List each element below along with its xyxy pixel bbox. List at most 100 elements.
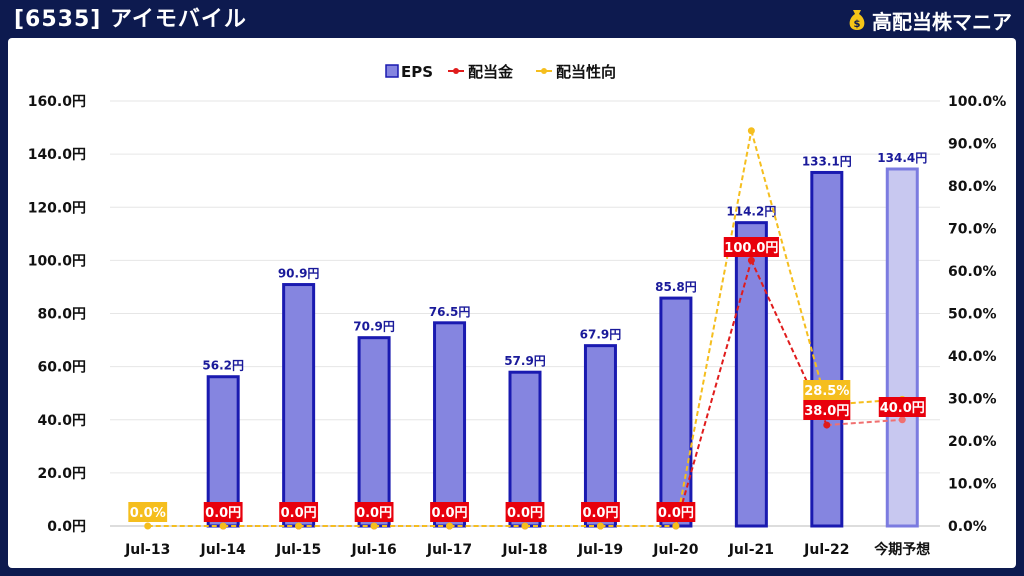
- svg-text:$: $: [854, 19, 861, 30]
- payout-data-label: 28.5%: [804, 384, 849, 399]
- dividend-line-segment: [750, 259, 828, 426]
- right-tick-label: 20.0%: [948, 434, 997, 450]
- legend-label-dividend: 配当金: [468, 63, 514, 81]
- x-tick-label: Jul-13: [124, 542, 170, 558]
- payout-point: [521, 522, 529, 530]
- payout-point: [446, 522, 454, 530]
- eps-data-label: 67.9円: [580, 328, 622, 342]
- payout-point: [747, 127, 755, 135]
- x-tick-label: Jul-20: [652, 542, 699, 558]
- dividend-label-box: [354, 502, 394, 522]
- dividend-data-label: 100.0円: [724, 241, 778, 256]
- payout-label-box: [128, 502, 168, 522]
- dividend-point: [747, 256, 755, 264]
- eps-data-label: 70.9円: [353, 320, 395, 334]
- payout-point: [144, 522, 152, 530]
- right-tick-label: 100.0%: [948, 94, 1006, 110]
- money-bag-icon: $: [849, 10, 865, 30]
- left-tick-label: 60.0円: [37, 360, 86, 376]
- payout-point: [370, 522, 378, 530]
- eps-data-label: 57.9円: [504, 354, 546, 368]
- left-tick-label: 40.0円: [37, 413, 86, 429]
- right-tick-label: 70.0%: [948, 222, 997, 238]
- dividend-label-box: [430, 502, 469, 522]
- x-tick-label: Jul-18: [501, 542, 547, 558]
- x-tick-label: Jul-14: [200, 542, 247, 558]
- payout-point: [672, 522, 680, 530]
- eps-bar: [508, 370, 542, 528]
- payout-label-box: [803, 380, 851, 400]
- dividend-label-box: [279, 502, 319, 522]
- legend-label-payout: 配当性向: [556, 63, 616, 81]
- eps-bar: [659, 296, 693, 528]
- left-tick-label: 100.0円: [28, 253, 86, 269]
- eps-bar: [583, 344, 617, 528]
- dividend-line-segment: [826, 418, 903, 427]
- legend-marker-payout: [541, 68, 547, 74]
- right-tick-label: 50.0%: [948, 307, 997, 323]
- left-tick-label: 160.0円: [28, 94, 86, 110]
- eps-bar: [433, 321, 467, 528]
- right-tick-label: 30.0%: [948, 392, 997, 408]
- dividend-point: [898, 416, 906, 424]
- dividend-data-label: 0.0円: [582, 506, 618, 521]
- payout-point: [295, 522, 303, 530]
- dividend-label-box: [878, 397, 926, 417]
- dividend-data-label: 0.0円: [356, 506, 392, 521]
- x-tick-label: Jul-15: [275, 542, 321, 558]
- dividend-data-label: 38.0円: [804, 404, 849, 419]
- x-tick-label: Jul-22: [803, 542, 849, 558]
- dividend-label-box: [581, 502, 620, 522]
- eps-bar: [357, 336, 391, 528]
- x-tick-label: Jul-17: [426, 542, 472, 558]
- brand-name: 高配当株マニア: [872, 9, 1012, 34]
- right-tick-label: 10.0%: [948, 477, 997, 493]
- page-title: [6535] アイモバイル: [14, 7, 247, 32]
- eps-bar: [810, 170, 844, 528]
- eps-bar: [282, 283, 316, 528]
- payout-point: [596, 522, 604, 530]
- dividend-label-box: [803, 400, 851, 420]
- dividend-data-label: 0.0円: [507, 506, 543, 521]
- chart: 0.0円 20.0円 40.0円 60.0円 80.0円 100.0円 120.0円 140.…: [28, 63, 1007, 558]
- eps-data-label: 85.8円: [655, 280, 697, 294]
- dividend-label-box: [656, 502, 696, 522]
- legend-label-eps: EPS: [401, 63, 433, 81]
- eps-bar: [206, 375, 240, 528]
- dividend-point: [823, 421, 831, 429]
- x-tick-label: Jul-21: [728, 542, 774, 558]
- x-tick-label: Jul-16: [350, 542, 396, 558]
- left-tick-label: 140.0円: [28, 147, 86, 163]
- eps-data-label: 90.9円: [278, 267, 320, 281]
- payout-data-label: 0.0%: [130, 506, 166, 521]
- eps-data-label: 134.4円: [877, 151, 927, 165]
- right-tick-label: 90.0%: [948, 137, 997, 153]
- dividend-data-label: 0.0円: [432, 506, 468, 521]
- dividend-label-box: [505, 502, 545, 522]
- legend-marker-dividend: [453, 68, 459, 74]
- dividend-line-segment: [674, 260, 753, 527]
- dividend-data-label: 0.0円: [205, 506, 241, 521]
- eps-bar: [734, 221, 768, 528]
- left-tick-label: 0.0円: [47, 519, 86, 535]
- x-tick-label: 今期予想: [873, 541, 930, 558]
- eps-data-label: 76.5円: [429, 305, 471, 319]
- x-tick-label: Jul-19: [577, 542, 623, 558]
- eps-data-label: 133.1円: [802, 154, 852, 168]
- left-tick-label: 120.0円: [28, 200, 86, 216]
- right-tick-label: 60.0%: [948, 264, 997, 280]
- right-tick-label: 80.0%: [948, 179, 997, 195]
- dividend-data-label: 40.0円: [880, 401, 925, 416]
- dividend-label-box: [203, 502, 243, 522]
- chart-panel: 0.0円 20.0円 40.0円 60.0円 80.0円 100.0円 120.0円 140.…: [8, 38, 1016, 568]
- left-tick-label: 80.0円: [37, 307, 86, 323]
- eps-data-label: 56.2円: [202, 359, 244, 373]
- eps-data-label: 114.2円: [726, 205, 776, 219]
- payout-point: [219, 522, 227, 530]
- eps-bar: [885, 167, 919, 528]
- payout-line-segment: [674, 130, 753, 527]
- payout-line-segment: [750, 130, 828, 406]
- brand-logo: $ 高配当株マニア: [846, 4, 1012, 36]
- dividend-label-box: [723, 237, 779, 257]
